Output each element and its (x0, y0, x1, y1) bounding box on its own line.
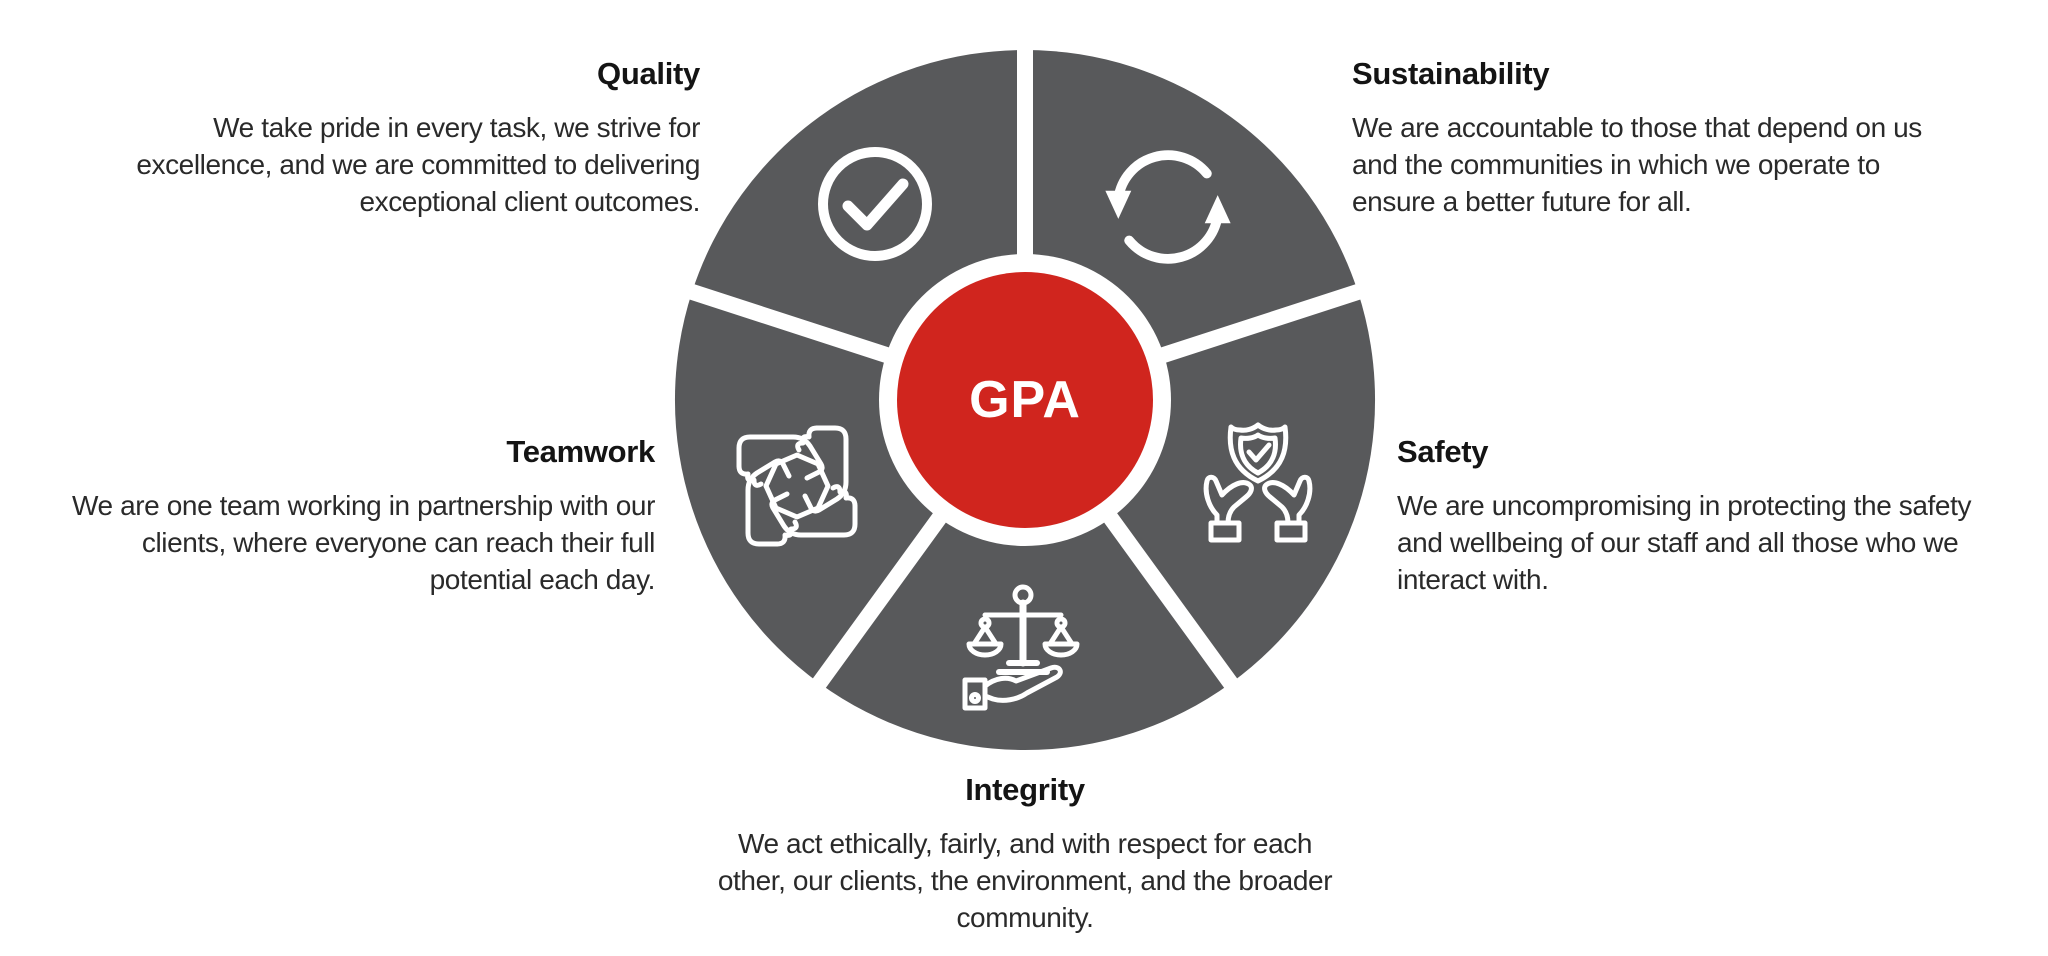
interlocked-hands-icon (736, 428, 855, 544)
value-integrity: Integrity We act ethically, fairly, and … (710, 773, 1340, 936)
value-integrity-description: We act ethically, fairly, and with respe… (717, 828, 1333, 933)
scales-on-hand-icon (962, 584, 1080, 711)
value-integrity-title: Integrity (965, 772, 1085, 807)
center-circle (897, 272, 1153, 528)
value-safety: Safety We are uncompromising in protecti… (1397, 435, 1987, 598)
value-safety-title: Safety (1397, 434, 1489, 469)
value-quality-description: We take pride in every task, we strive f… (136, 112, 700, 217)
center-label: GPA (969, 371, 1081, 429)
value-safety-description: We are uncompromising in protecting the … (1397, 490, 1972, 595)
cycle-arrows-icon (1105, 150, 1231, 264)
segment-integrity (819, 400, 1231, 751)
value-teamwork-description: We are one team working in partnership w… (72, 490, 655, 595)
value-sustainability: Sustainability We are accountable to tho… (1352, 57, 1942, 220)
value-teamwork: Teamwork We are one team working in part… (55, 435, 655, 598)
value-quality: Quality We take pride in every task, we … (110, 57, 700, 220)
values-wheel (674, 40, 1376, 751)
value-teamwork-title: Teamwork (506, 434, 655, 469)
value-sustainability-title: Sustainability (1352, 56, 1550, 91)
value-sustainability-description: We are accountable to those that depend … (1352, 112, 1922, 217)
check-circle-icon (818, 147, 932, 261)
value-quality-title: Quality (597, 56, 700, 91)
shield-check-hands-icon (1203, 422, 1310, 543)
